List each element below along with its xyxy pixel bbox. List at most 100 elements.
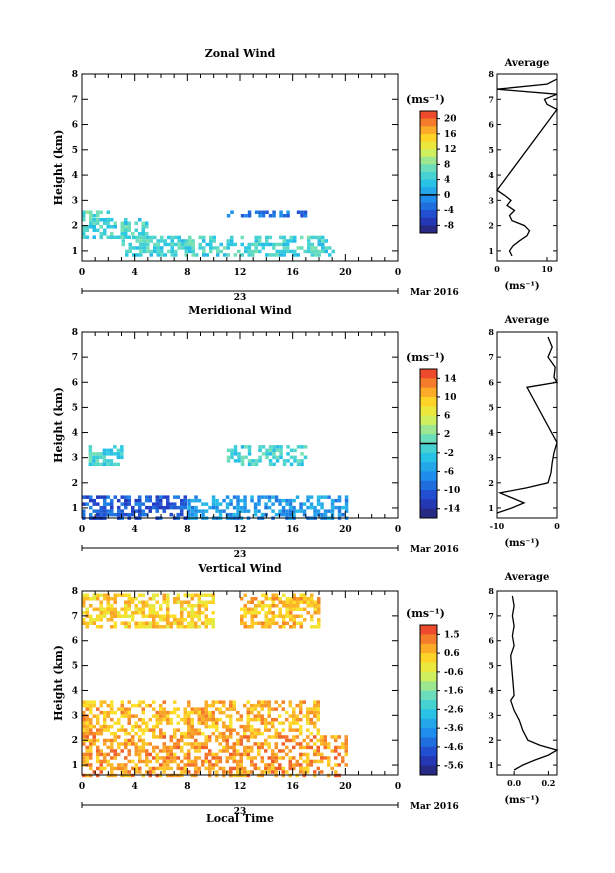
y-tick-label: 5 (72, 662, 78, 672)
heatmap-cell (124, 235, 128, 239)
heatmap-cell (113, 731, 117, 736)
heatmap-cell (187, 749, 191, 753)
heatmap-cell (278, 607, 282, 611)
heatmap-cell (103, 721, 107, 725)
heatmap-cell (299, 607, 303, 611)
x-tick-label: 4 (132, 782, 138, 792)
heatmap-cell (299, 756, 303, 760)
heatmap-cell (323, 512, 328, 517)
heatmap-cell (232, 745, 236, 750)
heatmap-cell (134, 498, 138, 503)
heatmap-cell (187, 509, 191, 513)
heatmap-cell (117, 235, 121, 239)
heatmap-cell (82, 700, 86, 704)
heatmap-cell (320, 735, 324, 739)
heatmap-cell (183, 731, 187, 736)
heatmap-cell (166, 621, 170, 625)
heatmap-cell (124, 614, 128, 618)
heatmap-cell (272, 246, 276, 250)
heatmap-cell (127, 749, 131, 753)
heatmap-cell (264, 593, 268, 597)
heatmap-cell (146, 239, 150, 243)
heatmap-cell (264, 724, 268, 729)
heatmap-cell (279, 253, 283, 257)
heatmap-cell (99, 505, 103, 510)
heatmap-cell (274, 759, 278, 764)
heatmap-cell (190, 505, 195, 510)
heatmap-cell (190, 745, 194, 750)
heatmap-cell (201, 759, 205, 764)
colorbar-tick-label: 1.5 (444, 630, 460, 640)
heatmap-cell (194, 728, 198, 732)
heatmap-cell (316, 731, 320, 736)
heatmap-cell (296, 597, 300, 601)
heatmap-cell (306, 611, 310, 615)
heatmap-cell (85, 721, 89, 725)
heatmap-cell (180, 607, 184, 611)
avg-y-tick-label: 2 (488, 735, 494, 745)
heatmap-cell (99, 218, 103, 222)
x-tick-label: 4 (132, 525, 138, 535)
heatmap-cell (303, 249, 307, 254)
heatmap-cell (117, 766, 121, 771)
heatmap-cell (285, 717, 289, 722)
heatmap-cell (89, 703, 93, 708)
heatmap-cell (240, 621, 244, 625)
heatmap-cell (292, 614, 296, 618)
heatmap-cell (334, 770, 338, 774)
heatmap-cell (89, 728, 93, 732)
heatmap-cell (89, 721, 93, 725)
heatmap-cell (113, 452, 117, 456)
heatmap-cell (239, 509, 244, 513)
heatmap-cell (138, 752, 142, 757)
heatmap-cell (264, 766, 268, 771)
heatmap-cell (267, 498, 272, 503)
heatmap-cell (82, 597, 86, 601)
heatmap-cell (230, 242, 234, 247)
heatmap-cell (243, 766, 247, 771)
heatmap-cell (162, 495, 166, 499)
heatmap-cell (272, 214, 276, 218)
heatmap-cell (289, 614, 293, 618)
heatmap-cell (145, 625, 149, 629)
heatmap-cell (317, 607, 321, 611)
heatmap-cell (85, 756, 89, 760)
heatmap-cell (113, 597, 117, 601)
heatmap-cell (148, 509, 152, 513)
heatmap-cell (95, 452, 100, 456)
heatmap-cell (190, 611, 194, 615)
heatmap-cell (120, 614, 124, 618)
heatmap-cell (89, 731, 93, 736)
heatmap-cell (295, 721, 299, 725)
heatmap-cell (243, 495, 247, 499)
heatmap-cell (166, 717, 170, 722)
heatmap-cell (155, 717, 159, 722)
heatmap-cell (258, 210, 262, 214)
heatmap-cell (313, 607, 317, 611)
heatmap-cell (296, 604, 300, 608)
month-label: Mar 2016 (410, 802, 459, 812)
heatmap-cell (103, 738, 107, 743)
heatmap-cell (320, 512, 324, 517)
heatmap-cell (307, 249, 311, 254)
heatmap-cell (247, 246, 251, 250)
heatmap-cell (173, 710, 177, 715)
heatmap-cell (85, 225, 89, 229)
heatmap-cell (155, 625, 159, 629)
heatmap-cell (239, 498, 244, 503)
heatmap-cell (260, 721, 264, 725)
heatmap-cell (96, 221, 100, 225)
heatmap-cell (187, 600, 191, 604)
heatmap-cell (268, 607, 272, 611)
heatmap-cell (96, 228, 100, 232)
heatmap-cell (303, 214, 308, 218)
heatmap-cell (184, 246, 188, 250)
heatmap-cell (110, 770, 114, 774)
heatmap-cell (96, 210, 100, 214)
colorbar-unit: (ms⁻¹) (406, 607, 445, 620)
heatmap-cell (267, 714, 271, 718)
heatmap-cell (278, 721, 282, 725)
x-tick-label: 12 (234, 268, 247, 278)
colorbar-swatch (420, 111, 437, 119)
heatmap-cell (197, 597, 201, 601)
